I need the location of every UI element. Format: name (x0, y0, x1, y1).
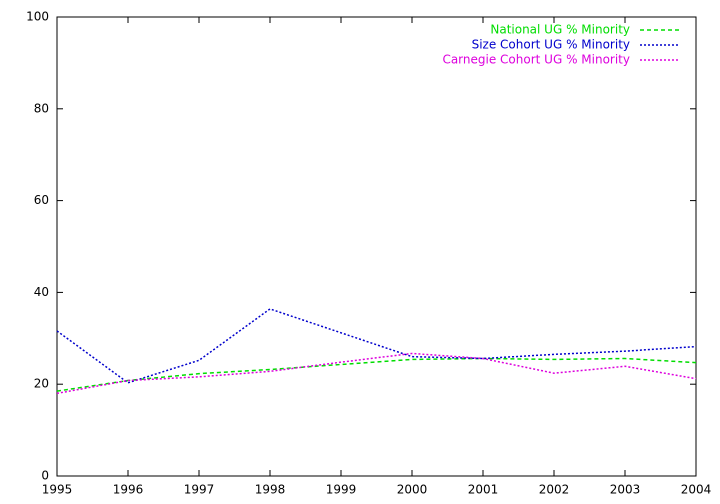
legend-label: National UG % Minority (490, 23, 630, 37)
x-tick-label: 1995 (42, 483, 73, 497)
x-tick-label: 1998 (255, 483, 286, 497)
x-tick-label: 2003 (610, 483, 641, 497)
y-tick-label: 80 (34, 101, 49, 115)
x-tick-label: 2004 (681, 483, 712, 497)
y-tick-label: 100 (26, 10, 49, 24)
x-tick-label: 1997 (184, 483, 215, 497)
x-tick-label: 1999 (326, 483, 357, 497)
y-tick-label: 20 (34, 377, 49, 391)
x-tick-label: 1996 (113, 483, 144, 497)
series-line (56, 352, 697, 395)
y-tick-label: 0 (41, 469, 49, 483)
series-line (56, 357, 697, 392)
legend-label: Carnegie Cohort UG % Minority (442, 53, 630, 67)
x-tick-label: 2002 (539, 483, 570, 497)
legend-label: Size Cohort UG % Minority (472, 38, 630, 52)
series-line (56, 308, 697, 384)
x-tick-label: 2001 (468, 483, 499, 497)
x-tick-label: 2000 (397, 483, 428, 497)
y-tick-label: 40 (34, 285, 49, 299)
plot-border (56, 16, 697, 477)
y-tick-label: 60 (34, 193, 49, 207)
